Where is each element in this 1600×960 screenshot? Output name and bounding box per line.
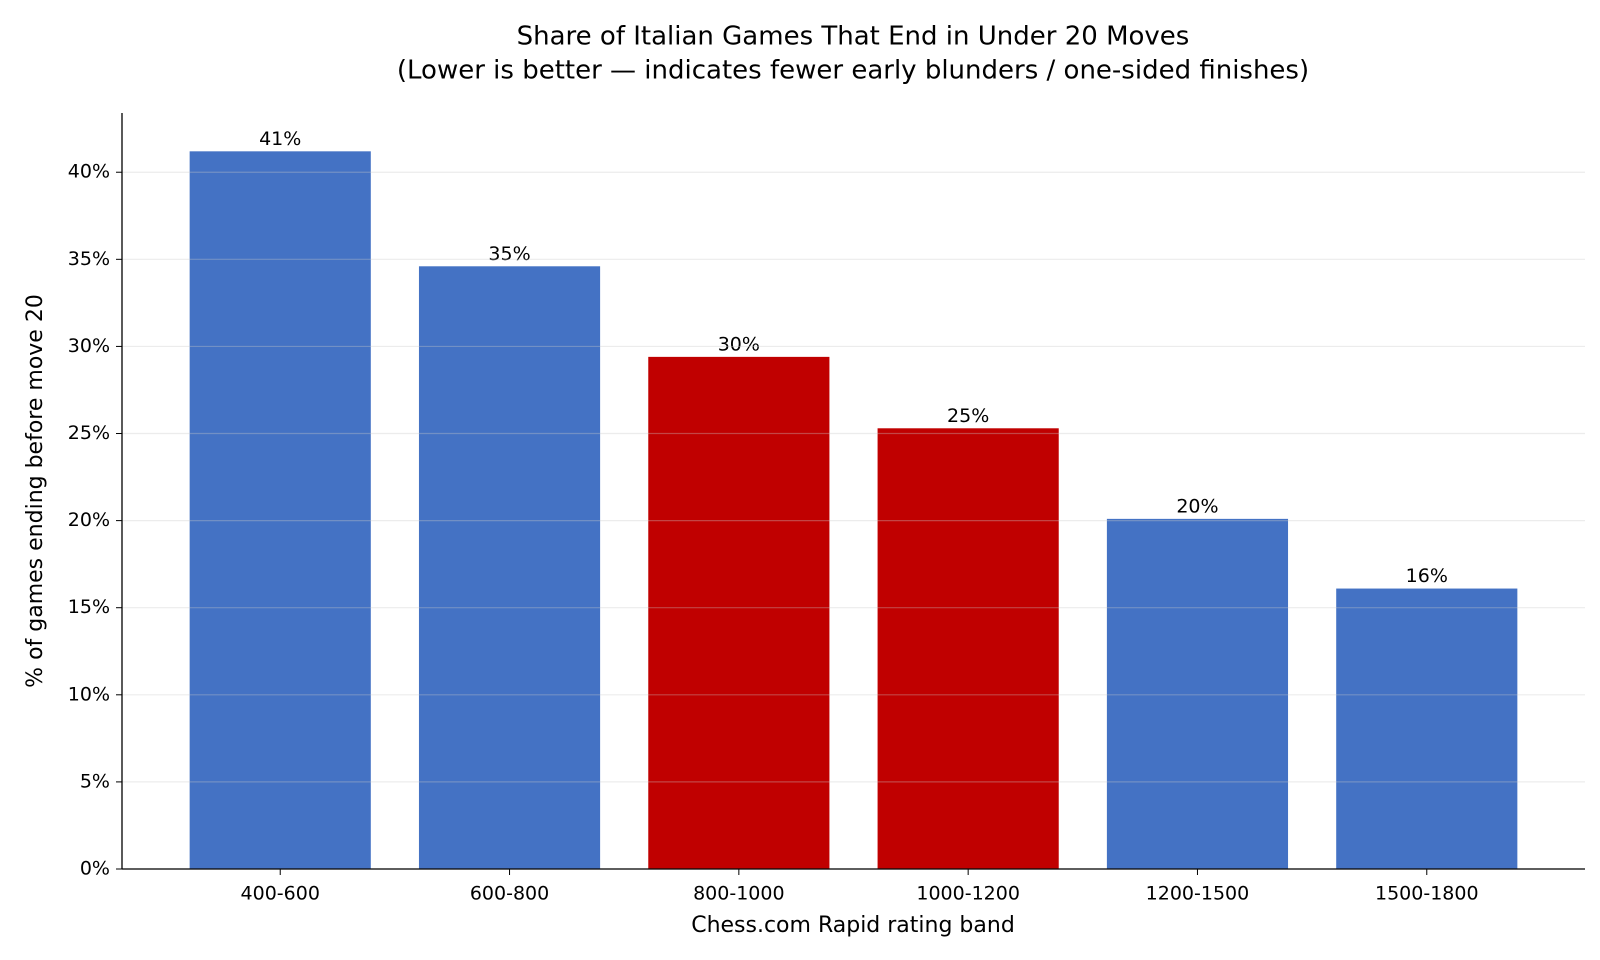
y-tick-label: 10% bbox=[68, 683, 110, 705]
x-tick-label: 400-600 bbox=[241, 883, 320, 905]
chart-title: Share of Italian Games That End in Under… bbox=[517, 22, 1190, 52]
x-axis-label: Chess.com Rapid rating band bbox=[691, 913, 1015, 938]
y-tick-label: 20% bbox=[68, 509, 110, 531]
y-tick-label: 35% bbox=[68, 248, 110, 270]
y-tick-label: 30% bbox=[68, 335, 110, 357]
x-tick-label: 1200-1500 bbox=[1146, 883, 1250, 905]
value-label: 16% bbox=[1406, 565, 1448, 587]
chart-subtitle: (Lower is better — indicates fewer early… bbox=[397, 56, 1309, 86]
bar bbox=[189, 151, 371, 870]
y-tick-label: 0% bbox=[80, 858, 110, 880]
bar bbox=[1336, 588, 1518, 869]
bar bbox=[1106, 518, 1289, 869]
bar bbox=[418, 266, 601, 870]
value-label: 25% bbox=[947, 405, 989, 427]
x-tick-label: 1500-1800 bbox=[1375, 883, 1479, 905]
y-tick-label: 25% bbox=[68, 422, 110, 444]
bar bbox=[877, 428, 1059, 869]
y-tick-label: 40% bbox=[68, 161, 110, 183]
value-label: 30% bbox=[718, 333, 760, 355]
x-tick-label: 600-800 bbox=[470, 883, 549, 905]
y-axis-label: % of games ending before move 20 bbox=[23, 294, 48, 688]
value-label: 20% bbox=[1176, 495, 1218, 517]
y-tick-label: 15% bbox=[68, 596, 110, 618]
y-tick-label: 5% bbox=[80, 770, 110, 792]
value-label: 41% bbox=[259, 128, 301, 150]
x-tick-label: 800-1000 bbox=[693, 883, 784, 905]
value-label: 35% bbox=[488, 243, 530, 265]
x-tick-label: 1000-1200 bbox=[916, 883, 1020, 905]
bar bbox=[648, 356, 830, 869]
